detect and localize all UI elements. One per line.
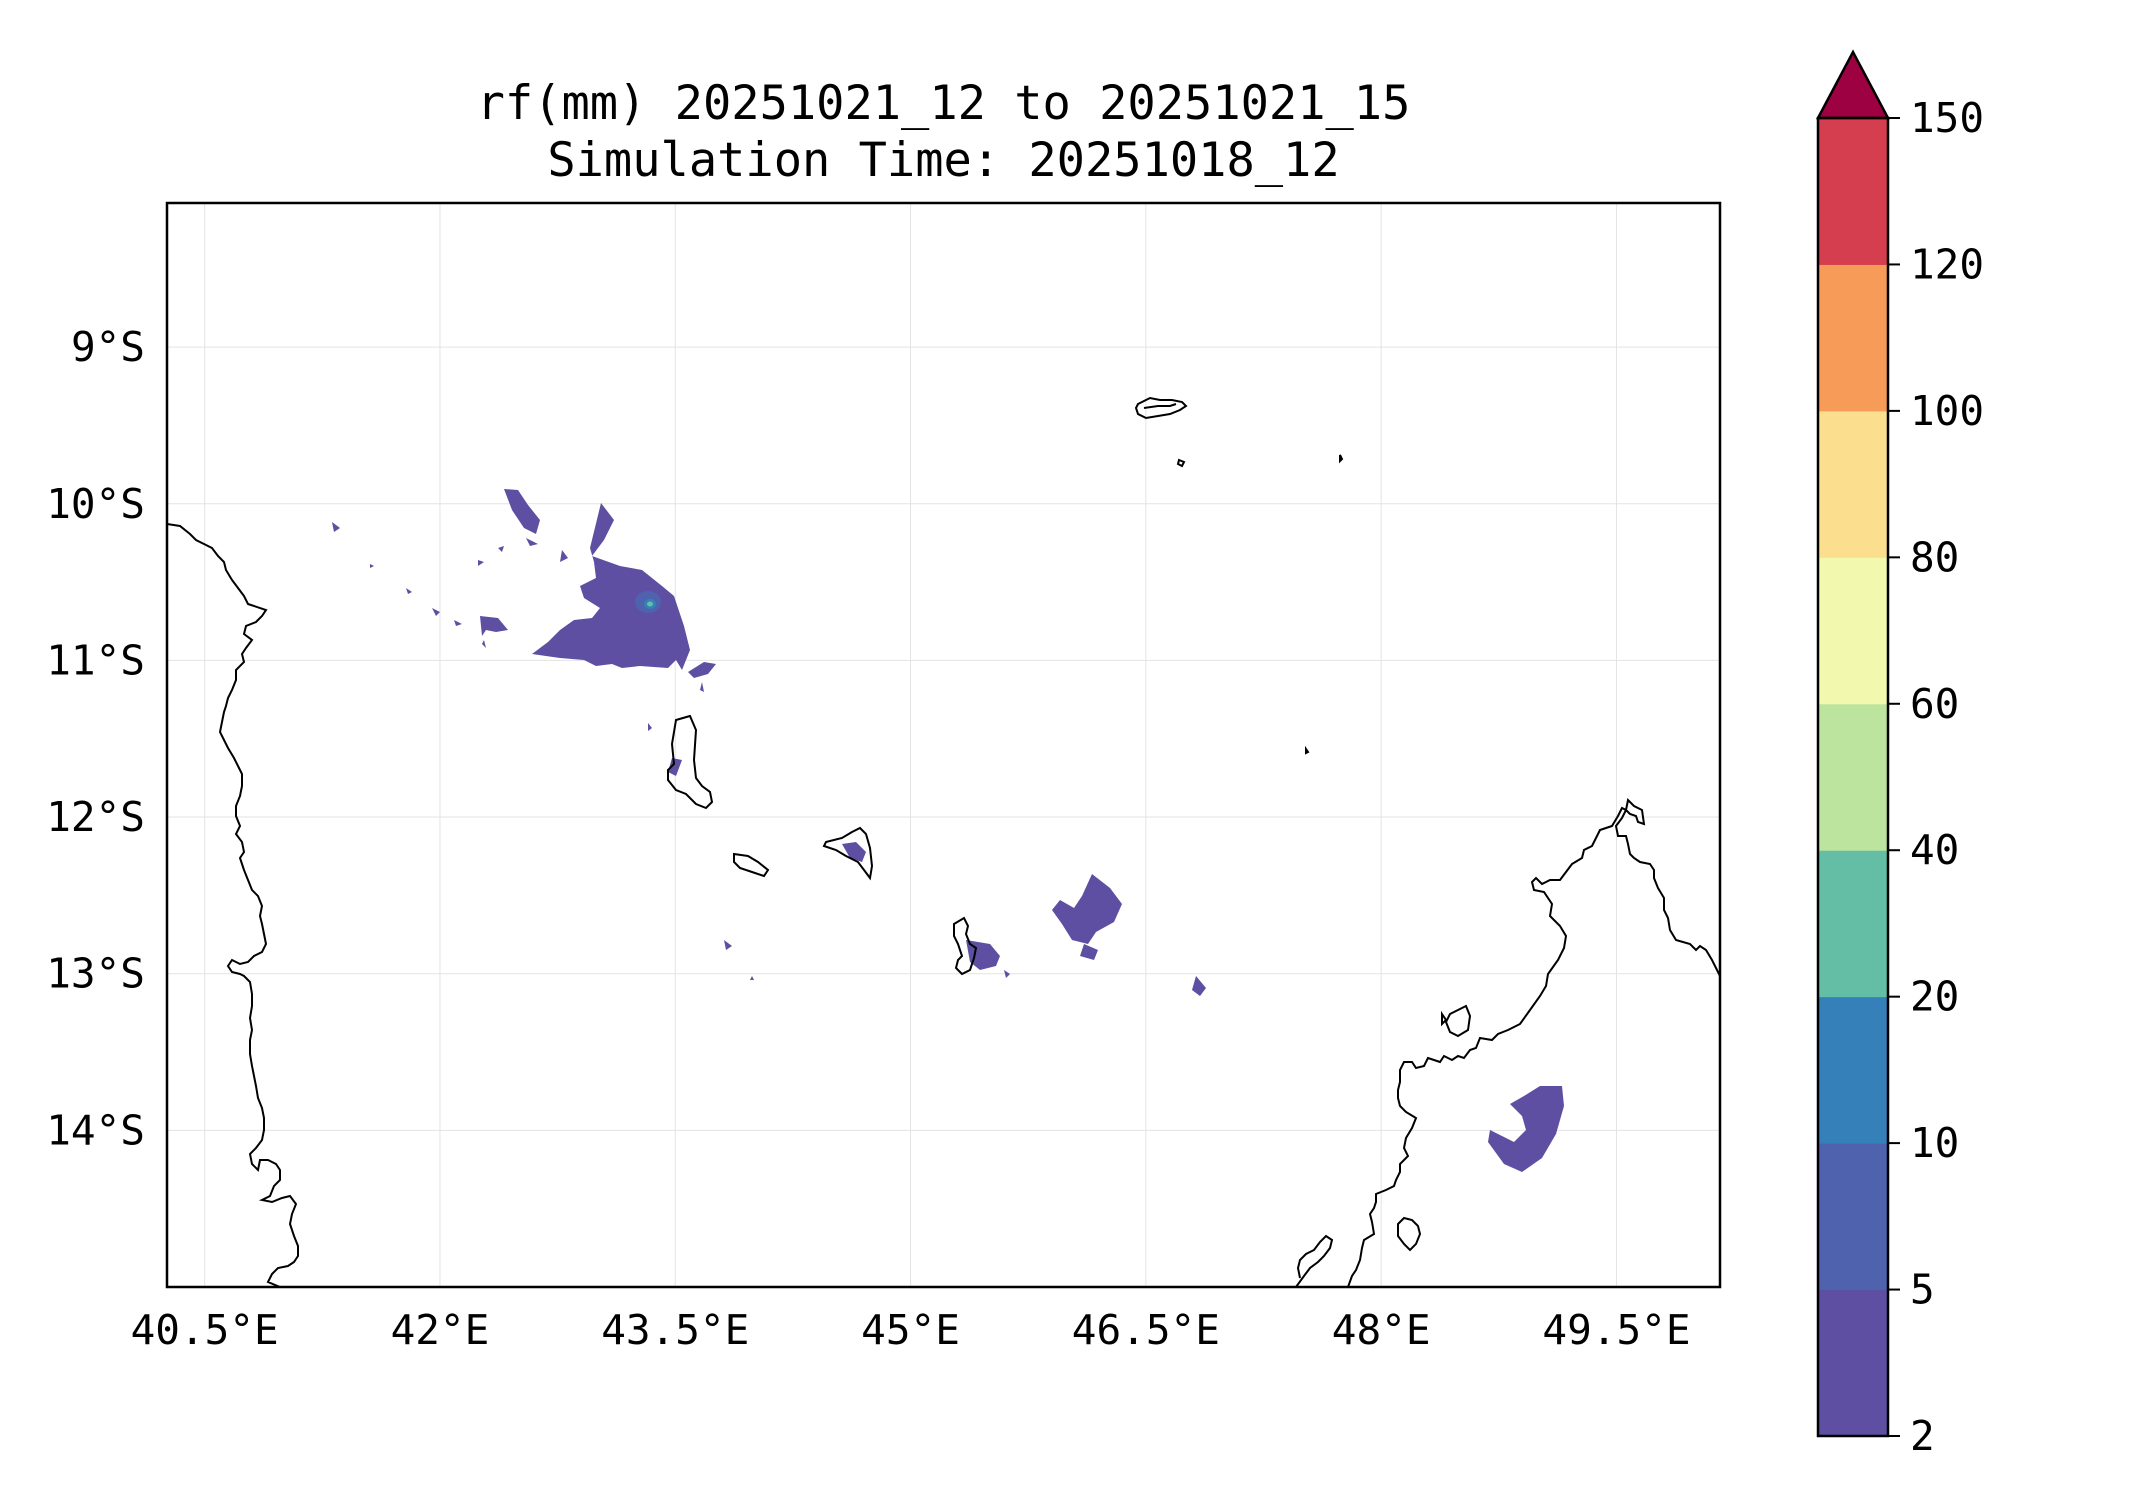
colorbar: 2 5 10 20 40 60 80 100 120 150 [1815,49,1984,1460]
coastline-cosmoledo [1339,454,1344,464]
x-tick-label: 40.5°E [131,1306,279,1354]
coastline-mwali [733,852,770,878]
coastline-assumption [1176,458,1186,468]
colorbar-segment [1818,264,1888,412]
x-tick-label: 48°E [1332,1306,1431,1354]
colorbar-tick-label: 5 [1910,1266,1935,1314]
y-tick-label: 13°S [46,950,145,998]
colorbar-segment [1818,850,1888,998]
x-axis-tick-labels: 40.5°E 42°E 43.5°E 45°E 46.5°E 48°E 49.5°E [131,1306,1691,1354]
colorbar-tick-label: 80 [1910,533,1959,581]
rainfall-area-north-madagascar [1488,1086,1564,1172]
coastline-ngazidja [667,714,714,810]
gridlines [167,203,1720,1287]
coastline-ndzuani [822,826,874,881]
coastline-astove [1305,745,1310,755]
colorbar-tick-label: 10 [1910,1119,1959,1167]
colorbar-segment [1818,996,1888,1144]
y-axis-tick-labels: 9°S 10°S 11°S 12°S 13°S 14°S [46,323,145,1154]
colorbar-segment [1818,557,1888,705]
colorbar-tick-label: 100 [1910,387,1984,435]
y-tick-label: 14°S [46,1106,145,1154]
colorbar-tick-label: 2 [1910,1412,1935,1460]
rainfall-area-northwest-cluster [332,489,716,776]
map-background [167,203,1720,1287]
map-frame [165,201,1722,1289]
y-tick-label: 12°S [46,793,145,841]
colorbar-tick-label: 40 [1910,826,1959,874]
colorbar-tick-label: 150 [1910,94,1984,142]
coastline-nosy-faly [1397,1216,1422,1252]
colorbar-tick-label: 20 [1910,973,1959,1021]
coastline-nosy-komba [1441,1010,1448,1027]
colorbar-tick-label: 60 [1910,680,1959,728]
colorbar-segment [1818,410,1888,558]
x-tick-label: 46.5°E [1072,1306,1220,1354]
coastline-nosy-be-coast [1295,1234,1334,1287]
colorbar-frame [1816,116,1890,1438]
x-tick-label: 42°E [391,1306,490,1354]
rainfall-peak-20-40 [647,601,653,607]
x-tick-label: 43.5°E [601,1306,749,1354]
colorbar-extend-arrow [1815,49,1891,120]
coastline-aldabra [1134,396,1188,420]
y-tick-label: 11°S [46,636,145,684]
colorbar-segment [1818,703,1888,851]
coastline-madagascar [1347,797,1720,1287]
rainfall-area-east-of-mayotte [1052,874,1206,996]
colorbar-segment [1818,118,1888,265]
y-tick-label: 10°S [46,480,145,528]
x-tick-label: 45°E [861,1306,960,1354]
coastline-mayotte [953,916,978,976]
coastline-africa [167,523,299,1287]
map-title-line1: rf(mm) 20251021_12 to 20251021_15 [476,76,1411,131]
coastlines [167,396,1720,1287]
y-tick-label: 9°S [71,323,145,371]
map-title-line2: Simulation Time: 20251018_12 [547,133,1340,188]
coastline-nosy-mitsio [1444,1004,1472,1038]
x-tick-label: 49.5°E [1542,1306,1690,1354]
colorbar-segment [1818,1143,1888,1291]
colorbar-segment [1818,1289,1888,1437]
colorbar-tick-label: 120 [1910,240,1984,288]
